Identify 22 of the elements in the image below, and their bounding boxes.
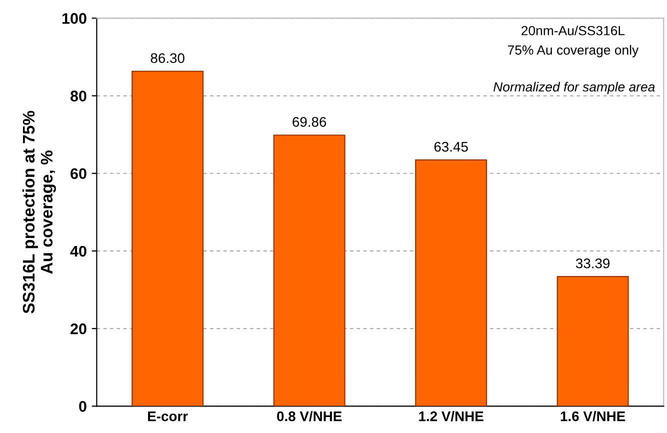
annotation: 75% Au coverage only [508, 45, 639, 58]
annotation: 20nm-Au/SS316L [522, 26, 625, 36]
y-tick-label: 100 [62, 13, 86, 24]
x-tick-label: 1.2 V/NHE [419, 411, 484, 422]
y-tick-label: 0 [79, 401, 86, 412]
y-tick-label: 80 [70, 90, 86, 102]
annotation: Normalized for sample area [494, 82, 655, 94]
y-axis-title: SS316L protection at 75% Au coverage, % [22, 110, 56, 314]
bar [556, 276, 629, 406]
y-tick-label: 20 [70, 323, 86, 334]
data-label: 63.45 [434, 142, 468, 152]
y-tick-label: 60 [70, 168, 86, 180]
bar [415, 159, 488, 406]
x-tick-label: E-corr [148, 412, 188, 422]
y-tick-label: 40 [70, 246, 86, 257]
bar [132, 70, 204, 406]
x-tick-label: 0.8 V/NHE [277, 411, 342, 422]
data-label: 86.30 [150, 53, 184, 64]
data-label: 69.86 [292, 116, 326, 127]
bar [273, 134, 346, 406]
data-label: 33.39 [576, 258, 610, 268]
x-tick-label: 1.6 V/NHE [560, 411, 626, 422]
